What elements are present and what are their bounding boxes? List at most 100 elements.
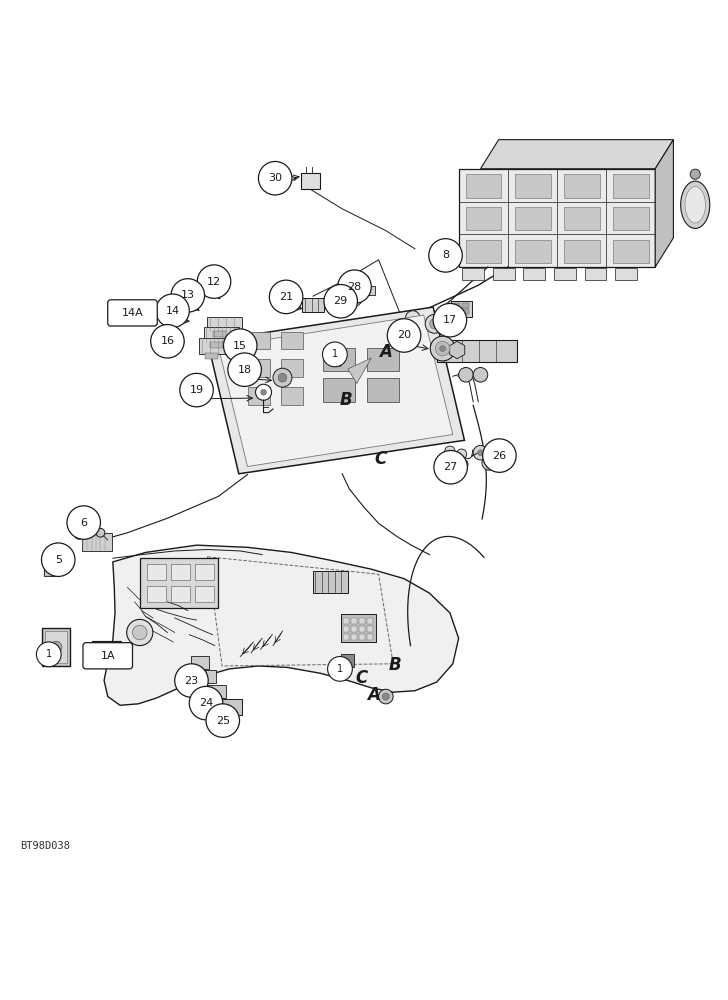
Bar [614,240,649,263]
Circle shape [446,456,456,467]
Text: 15: 15 [233,341,248,351]
Text: B: B [339,391,352,409]
Circle shape [83,523,92,531]
Bar [359,634,365,640]
Bar [281,359,303,377]
Bar [171,586,190,602]
Text: 26: 26 [492,451,507,461]
Circle shape [67,506,100,539]
Circle shape [106,649,111,654]
Text: 21: 21 [279,292,293,302]
Bar [220,699,242,715]
Bar [466,240,502,263]
Circle shape [50,641,62,653]
Bar [523,268,545,280]
Bar [614,174,649,198]
Circle shape [269,280,303,314]
Circle shape [223,329,257,362]
Bar [195,586,214,602]
Bar [466,207,502,230]
Bar [140,558,218,608]
Bar [343,626,349,632]
Bar [205,353,218,359]
Circle shape [338,270,371,303]
Circle shape [483,439,516,472]
Bar [301,173,320,189]
Circle shape [273,368,292,387]
Bar [341,654,354,667]
Circle shape [328,657,352,681]
Bar [564,240,600,263]
Circle shape [387,319,421,352]
Circle shape [433,303,467,337]
Text: 14A: 14A [122,308,143,318]
Bar [323,378,355,402]
Bar [462,303,469,308]
Circle shape [206,704,240,737]
Bar [341,614,376,642]
Bar [437,340,517,362]
Text: 18: 18 [237,365,252,375]
Bar [359,618,365,624]
Bar [367,634,373,640]
Polygon shape [480,140,673,169]
Circle shape [171,279,205,312]
Bar [367,626,373,632]
Circle shape [151,325,184,358]
Bar [210,342,223,348]
Polygon shape [348,358,371,384]
Bar [451,301,472,317]
Text: BT98D038: BT98D038 [20,841,71,851]
Circle shape [478,450,483,456]
Bar [92,641,121,662]
Text: 13: 13 [181,290,195,300]
Bar [493,268,515,280]
Circle shape [473,445,488,460]
Circle shape [180,373,213,407]
Circle shape [482,456,496,470]
Circle shape [278,373,287,382]
Bar [466,174,502,198]
Bar [198,670,216,683]
Text: B: B [389,656,402,674]
Bar [323,348,355,371]
Text: A: A [367,686,380,704]
Bar [614,207,649,230]
Bar [343,634,349,640]
Text: 6: 6 [80,518,87,528]
Circle shape [434,450,467,484]
Bar [454,309,460,314]
Text: C: C [356,669,368,687]
Circle shape [132,625,147,640]
Circle shape [228,353,261,386]
Bar [195,564,214,580]
Text: 28: 28 [347,282,362,292]
Circle shape [430,319,440,329]
Bar [515,240,550,263]
Text: 17: 17 [443,315,457,325]
Circle shape [456,449,467,459]
Bar [45,631,67,663]
Bar [199,338,234,354]
Circle shape [445,446,455,456]
Bar [367,618,373,624]
Text: 14: 14 [165,306,180,316]
Circle shape [324,285,357,318]
Text: 1: 1 [46,649,52,659]
Polygon shape [655,140,673,267]
Bar [82,533,112,551]
Circle shape [459,368,473,382]
Circle shape [690,169,700,179]
Text: 23: 23 [184,676,199,686]
Bar [343,618,349,624]
Circle shape [189,686,223,720]
Circle shape [258,161,292,195]
Circle shape [429,239,462,272]
Circle shape [323,342,347,367]
Bar [207,317,242,333]
Circle shape [127,619,153,646]
Bar [281,332,303,349]
Bar [615,268,637,280]
Bar [302,298,324,312]
Text: 24: 24 [199,698,213,708]
